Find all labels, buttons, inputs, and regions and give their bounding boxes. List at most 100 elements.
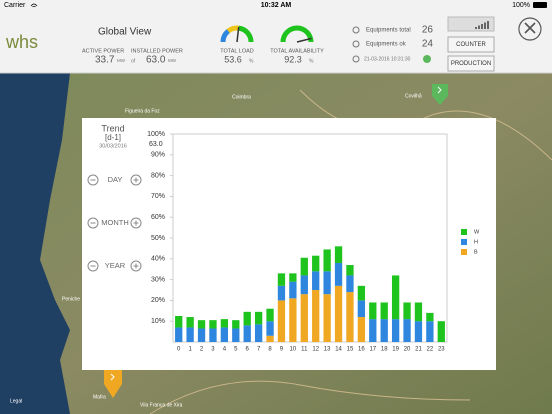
bar-segment [209, 328, 217, 342]
bar-segment [391, 275, 400, 320]
minus-button[interactable] [87, 174, 99, 186]
map-pin[interactable] [104, 370, 122, 398]
map-label: Legal [10, 398, 22, 404]
minus-button[interactable] [87, 260, 99, 272]
chart: 10%20%30%40%50%60%70%80%90%100%63.00 1 2 3 4… [147, 131, 480, 353]
minus-button[interactable] [87, 217, 99, 229]
bar-segment [300, 275, 308, 295]
plus-button[interactable] [130, 260, 142, 272]
legend-swatch [461, 239, 467, 245]
bar-segment [232, 328, 240, 342]
bar-segment [414, 302, 423, 322]
road [149, 380, 471, 414]
signal-bar [481, 24, 483, 29]
y-tick-label: 80% [151, 172, 165, 179]
legend-label: B [474, 249, 478, 255]
signal-bar [484, 22, 486, 29]
prefix: of [131, 58, 136, 64]
map-label: Figueira da Foz [125, 108, 160, 114]
button[interactable] [447, 55, 495, 72]
bar-segment [277, 285, 286, 301]
y-tick-label: 50% [151, 235, 165, 242]
equipment-value: 24 [422, 39, 434, 50]
bar-segment [437, 321, 445, 342]
x-tick-label: 14 [335, 347, 342, 353]
button[interactable] [447, 36, 495, 53]
timestamp: 21-03-2016 10:31:30 [364, 56, 411, 62]
bar-segment [300, 294, 308, 342]
label: ACTIVE POWER [82, 48, 124, 54]
bar-segment [414, 321, 423, 342]
gauge-needle [296, 37, 312, 43]
map-label: Mafra [93, 394, 106, 400]
plus-button[interactable] [130, 174, 142, 186]
carrier: Carrier [4, 2, 26, 9]
x-tick-label: 19 [392, 347, 399, 353]
bar-segment [323, 294, 331, 342]
x-tick-label: 13 [324, 347, 331, 353]
bar-segment [289, 281, 297, 299]
equipment-value: 26 [422, 25, 434, 36]
bar-segment [254, 311, 263, 325]
plus-button[interactable] [130, 217, 142, 229]
bar-segment [197, 320, 206, 329]
gauge-arc [220, 29, 231, 43]
map-label: Peniche [62, 296, 80, 302]
trend-panel [82, 118, 496, 370]
gauge-arc [280, 25, 314, 43]
status-ok [423, 55, 431, 63]
label: INSTALLED POWER [131, 48, 183, 54]
bar-segment [369, 302, 377, 320]
plus-icon [133, 220, 139, 226]
bar-segment [380, 319, 388, 342]
period-control: DAY [108, 175, 123, 184]
x-tick-label: 3 [211, 347, 215, 353]
x-tick-label: 8 [268, 347, 272, 353]
x-tick-label: 17 [369, 347, 376, 353]
bar-segment [357, 300, 366, 318]
clock-icon [352, 55, 360, 63]
map-pins [104, 84, 448, 398]
bar-segment [220, 327, 229, 342]
bar-segment [323, 249, 331, 272]
bar-segment [289, 273, 297, 282]
bar-segment [426, 321, 434, 342]
signal-bar [475, 27, 477, 29]
bar-segment [357, 285, 366, 301]
x-tick-label: 7 [257, 347, 261, 353]
installed-power: 63.0 [146, 55, 166, 66]
plus-icon [133, 177, 139, 183]
bar-segment [277, 273, 286, 286]
bar-segment [312, 271, 320, 290]
bar-segment [232, 320, 240, 329]
y-tick-label: 70% [151, 193, 165, 200]
bar-segment [369, 319, 377, 342]
gauge-label: TOTAL AVAILABILITY [270, 48, 324, 54]
x-tick-label: 21 [415, 347, 422, 353]
close-button[interactable] [518, 17, 542, 41]
x-tick-label: 20 [404, 347, 411, 353]
x-tick-label: 0 [177, 347, 181, 353]
legend-label: W [474, 229, 480, 235]
y-annotation: 63.0 [149, 141, 163, 148]
bar-segment [334, 285, 343, 342]
bar-segment [403, 319, 411, 342]
close-icon [524, 22, 536, 34]
bar-segment [186, 327, 194, 342]
bar-segment [357, 317, 366, 342]
bar-segment [266, 335, 274, 342]
x-tick-label: 6 [246, 347, 250, 353]
x-tick-label: 1 [188, 347, 192, 353]
active-power: 33.7 [95, 55, 115, 66]
bar-segment [312, 255, 320, 272]
location-icon [352, 26, 360, 34]
equipment-label: Equipments ok [366, 42, 407, 48]
x-tick-label: 2 [200, 347, 204, 353]
y-tick-label: 10% [151, 318, 165, 325]
sea [0, 73, 70, 414]
x-tick-label: 16 [358, 347, 365, 353]
bar-segment [346, 292, 354, 342]
map-pin[interactable] [432, 84, 448, 105]
